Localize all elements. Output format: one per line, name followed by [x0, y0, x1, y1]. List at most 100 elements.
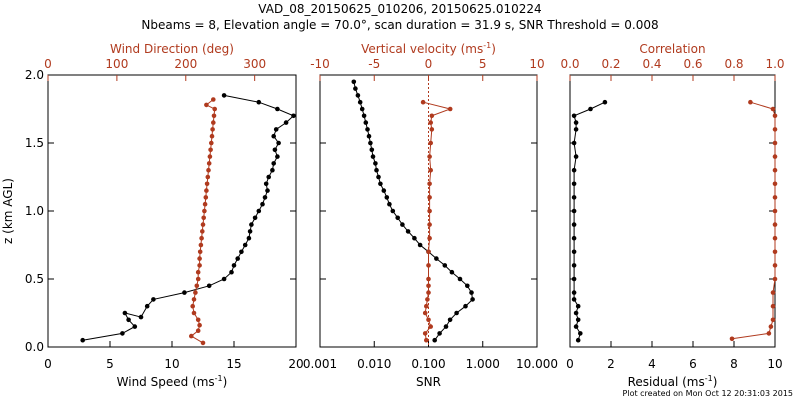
data-point: [373, 161, 378, 166]
data-point: [428, 140, 434, 146]
data-point: [429, 113, 435, 119]
data-point: [212, 106, 217, 112]
data-point: [271, 161, 277, 166]
data-point: [422, 331, 428, 336]
data-point: [271, 133, 277, 139]
data-point: [449, 269, 455, 275]
data-point: [772, 167, 778, 173]
data-point: [575, 337, 581, 343]
panel-residual: 0 2 4 6 8 10 Residual (ms-1) 0.0 0.2 0.4 0.6 0.8 1.0…: [560, 42, 784, 389]
data-point: [204, 181, 210, 187]
data-point: [427, 195, 432, 200]
data-point: [260, 201, 265, 207]
y-tick-label: 1.5: [25, 136, 44, 150]
data-point: [400, 222, 405, 227]
title-line-2: Nbeams = 8, Elevation angle = 70.0°, sca…: [141, 18, 658, 32]
data-point: [573, 310, 579, 316]
data-point: [275, 106, 280, 112]
data-point: [370, 154, 376, 159]
data-point: [426, 276, 431, 282]
data-point: [190, 303, 195, 309]
data-point: [426, 283, 431, 289]
data-point: [208, 147, 213, 153]
data-point: [425, 297, 430, 302]
data-point: [247, 229, 253, 234]
data-point: [443, 324, 449, 329]
data-point: [200, 229, 205, 234]
data-point: [428, 120, 434, 125]
data-point: [132, 324, 138, 329]
data-point: [770, 290, 776, 295]
data-point: [571, 167, 577, 173]
data-point: [390, 208, 396, 214]
x-bottom-axis-label: Wind Speed (ms-1): [117, 374, 228, 389]
data-point: [204, 188, 209, 193]
data-point: [242, 242, 248, 248]
data-point: [353, 86, 358, 91]
x-bottom-tick-label: 10: [767, 357, 782, 371]
data-point: [770, 303, 776, 309]
y-tick-label: 0.0: [25, 340, 44, 354]
data-point: [428, 324, 434, 329]
data-point: [193, 290, 198, 295]
series-primary: [351, 79, 475, 343]
x-bottom-tick-label: 8: [730, 357, 738, 371]
title-line-1: VAD_08_20150625_010206, 20150625.010224: [258, 2, 541, 16]
data-point: [427, 154, 432, 159]
data-point: [405, 229, 411, 234]
data-point: [772, 113, 778, 119]
data-point: [126, 317, 131, 323]
data-point: [357, 99, 363, 105]
data-point: [207, 154, 213, 159]
data-point: [571, 263, 577, 268]
data-point: [772, 195, 778, 200]
y-tick-label: 0.5: [25, 272, 44, 286]
data-point: [197, 249, 203, 255]
data-point: [772, 249, 778, 255]
data-point: [211, 120, 216, 125]
x-top-tick-label: 0.4: [642, 57, 661, 71]
data-point: [772, 208, 778, 214]
data-point: [427, 208, 432, 214]
data-point: [265, 188, 270, 193]
x-bottom-axis-label: Residual (ms-1): [628, 374, 718, 389]
data-point: [122, 310, 128, 316]
data-point: [573, 127, 579, 132]
panel-snr: 0.001 0.010 0.100 1.000 10.000 SNR -10 -5 0 5 10 Ve…: [303, 41, 558, 389]
data-point: [571, 208, 577, 214]
data-point: [469, 290, 474, 295]
data-point: [395, 215, 401, 221]
x-top-tick-label: 1.0: [765, 57, 784, 71]
x-bottom-tick-label: 5: [106, 357, 114, 371]
footer-timestamp: Plot created on Mon Oct 12 20:31:03 2015: [623, 389, 793, 398]
data-point: [426, 263, 431, 268]
series-secondary: [729, 99, 778, 342]
data-point: [283, 120, 289, 125]
data-point: [209, 140, 214, 146]
data-point: [270, 167, 275, 173]
series-secondary: [420, 99, 453, 343]
data-point: [766, 331, 772, 336]
data-point: [231, 263, 237, 268]
x-top-tick-label: 0.8: [724, 57, 743, 71]
data-point: [426, 317, 431, 323]
data-point: [772, 140, 778, 146]
data-point: [200, 222, 206, 227]
data-point: [768, 324, 774, 329]
data-point: [276, 140, 281, 146]
x-top-axis-label: Wind Direction (deg): [110, 42, 234, 56]
data-point: [206, 283, 212, 289]
data-point: [770, 106, 776, 112]
x-top-tick-label: 300: [243, 57, 266, 71]
data-point: [138, 314, 144, 320]
data-point: [120, 331, 125, 336]
data-point: [249, 222, 254, 227]
x-top-tick-label: 200: [174, 57, 197, 71]
data-point: [197, 256, 202, 261]
data-point: [772, 222, 778, 227]
y-axis-label: z (km AGL): [1, 178, 15, 244]
data-point: [571, 181, 577, 187]
data-point: [376, 174, 381, 180]
data-point: [202, 201, 208, 207]
